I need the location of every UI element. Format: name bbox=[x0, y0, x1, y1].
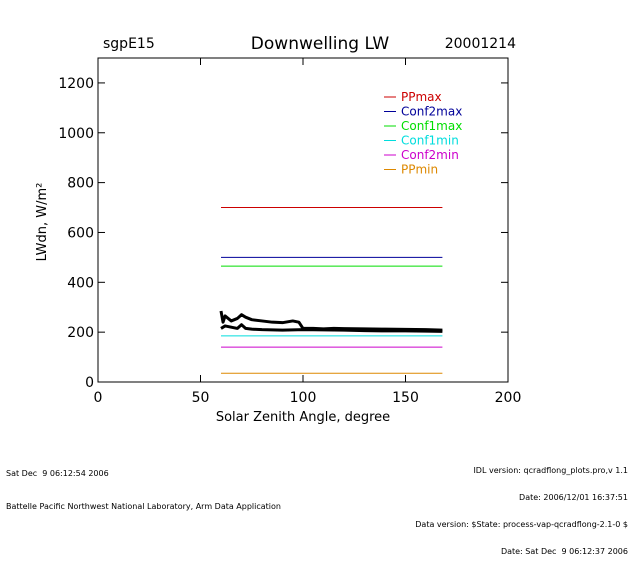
y-tick-label: 200 bbox=[67, 325, 94, 341]
footer-right-line: Date: 2006/12/01 16:37:51 bbox=[415, 493, 628, 502]
x-tick-label: 150 bbox=[392, 390, 419, 406]
y-tick-label: 1000 bbox=[58, 126, 94, 142]
x-tick-label: 100 bbox=[290, 390, 317, 406]
legend-entry: Conf1min bbox=[401, 134, 459, 148]
y-axis-label: LWdn, W/m² bbox=[35, 183, 50, 262]
legend-entry: PPmin bbox=[401, 163, 438, 177]
x-axis-label: Solar Zenith Angle, degree bbox=[216, 410, 390, 425]
x-tick-label: 0 bbox=[94, 390, 103, 406]
footer-right-line: Data version: $State: process-vap-qcradf… bbox=[415, 520, 628, 529]
y-tick-label: 600 bbox=[67, 225, 94, 241]
y-tick-label: 800 bbox=[67, 176, 94, 192]
footer-right: IDL version: qcradflong_plots.pro,v 1.1 … bbox=[415, 448, 628, 565]
legend-entry: Conf2min bbox=[401, 148, 459, 162]
footer-left-line: Sat Dec 9 06:12:54 2006 bbox=[6, 469, 281, 478]
legend-entry: Conf2max bbox=[401, 105, 462, 119]
x-tick-label: 50 bbox=[192, 390, 210, 406]
footer-left: Sat Dec 9 06:12:54 2006 Battelle Pacific… bbox=[6, 451, 281, 520]
y-tick-label: 400 bbox=[67, 275, 94, 291]
y-tick-label: 1200 bbox=[58, 76, 94, 92]
x-tick-label: 200 bbox=[495, 390, 522, 406]
legend-entry: PPmax bbox=[401, 90, 442, 104]
footer-left-line: Battelle Pacific Northwest National Labo… bbox=[6, 502, 281, 511]
footer-right-line: Date: Sat Dec 9 06:12:37 2006 bbox=[415, 547, 628, 556]
data-series-line bbox=[221, 311, 442, 330]
legend-entry: Conf1max bbox=[401, 119, 462, 133]
y-axis-label-text: LWdn, W/m² bbox=[35, 183, 50, 262]
footer-right-line: IDL version: qcradflong_plots.pro,v 1.1 bbox=[415, 466, 628, 475]
y-tick-label: 0 bbox=[85, 375, 94, 391]
